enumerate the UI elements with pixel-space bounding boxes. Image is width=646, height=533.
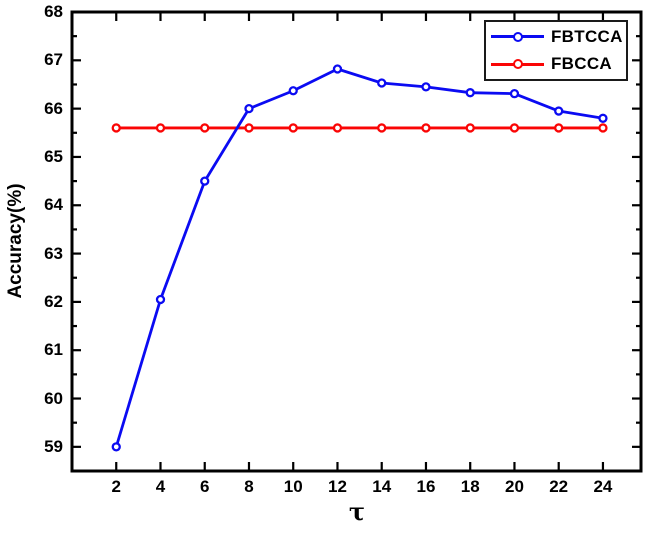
y-tick-label: 60 xyxy=(44,388,63,408)
data-point-fbtcca xyxy=(244,103,254,114)
x-axis-title: τ xyxy=(348,497,366,526)
series-line-fbtcca xyxy=(114,67,605,449)
data-point-fbtcca xyxy=(111,442,121,452)
legend-label: FBTCCA xyxy=(551,26,623,46)
data-point-fbcca xyxy=(200,123,210,133)
data-point-fbtcca xyxy=(377,78,387,88)
y-tick-label: 65 xyxy=(44,146,63,166)
legend: FBTCCA FBCCA xyxy=(484,20,628,81)
y-tick-label: 61 xyxy=(44,340,63,360)
x-tick-label: 6 xyxy=(200,477,210,496)
data-point-fbcca xyxy=(465,123,475,133)
data-point-fbtcca xyxy=(332,64,343,74)
data-point-fbcca xyxy=(244,123,254,133)
data-point-fbcca xyxy=(377,123,387,133)
x-tick-label: 20 xyxy=(504,477,524,496)
data-point-fbtcca xyxy=(288,86,298,96)
y-tick-label: 64 xyxy=(44,195,63,215)
legend-entry-fbcca: FBCCA xyxy=(491,51,626,77)
x-tick-label: 2 xyxy=(111,477,121,496)
plot-frame xyxy=(70,10,643,473)
y-tick-label: 67 xyxy=(44,50,63,70)
data-point-fbcca xyxy=(332,123,343,133)
data-point-fbtcca xyxy=(421,82,431,92)
x-tick-label: 16 xyxy=(416,477,436,496)
data-point-fbtcca xyxy=(155,294,166,305)
data-point-fbcca xyxy=(288,123,298,133)
legend-label: FBCCA xyxy=(551,54,612,74)
x-tick-label: 8 xyxy=(244,477,254,496)
x-tick-label: 14 xyxy=(372,477,392,496)
x-tick-label: 24 xyxy=(593,477,613,496)
x-tick-label: 10 xyxy=(283,477,303,496)
data-point-fbtcca xyxy=(200,176,210,186)
open-circle-marker-icon xyxy=(512,59,523,70)
data-point-fbcca xyxy=(598,123,608,133)
data-point-fbtcca xyxy=(509,89,520,99)
data-point-fbcca xyxy=(421,123,431,133)
y-axis-title: Accuracy(%) xyxy=(5,183,26,299)
data-point-fbcca xyxy=(155,123,166,133)
y-tick-label: 62 xyxy=(44,291,63,311)
x-tick-label: 12 xyxy=(328,477,347,496)
legend-line-swatch xyxy=(491,31,544,42)
legend-entry-fbtcca: FBTCCA xyxy=(491,24,626,50)
y-tick-label: 63 xyxy=(44,243,63,263)
x-tick-label: 22 xyxy=(549,477,569,496)
data-point-fbtcca xyxy=(554,106,564,116)
data-point-fbcca xyxy=(554,123,564,133)
data-point-fbcca xyxy=(111,123,121,133)
y-tick-label: 66 xyxy=(44,98,63,118)
data-point-fbcca xyxy=(509,123,520,133)
x-tick-label: 18 xyxy=(460,477,480,496)
x-tick-label: 4 xyxy=(155,477,166,496)
y-tick-label: 59 xyxy=(44,436,63,456)
data-point-fbtcca xyxy=(598,113,608,123)
legend-line-swatch xyxy=(491,59,544,70)
data-point-fbtcca xyxy=(465,88,475,98)
y-tick-label: 68 xyxy=(44,2,63,21)
open-circle-marker-icon xyxy=(512,31,523,42)
